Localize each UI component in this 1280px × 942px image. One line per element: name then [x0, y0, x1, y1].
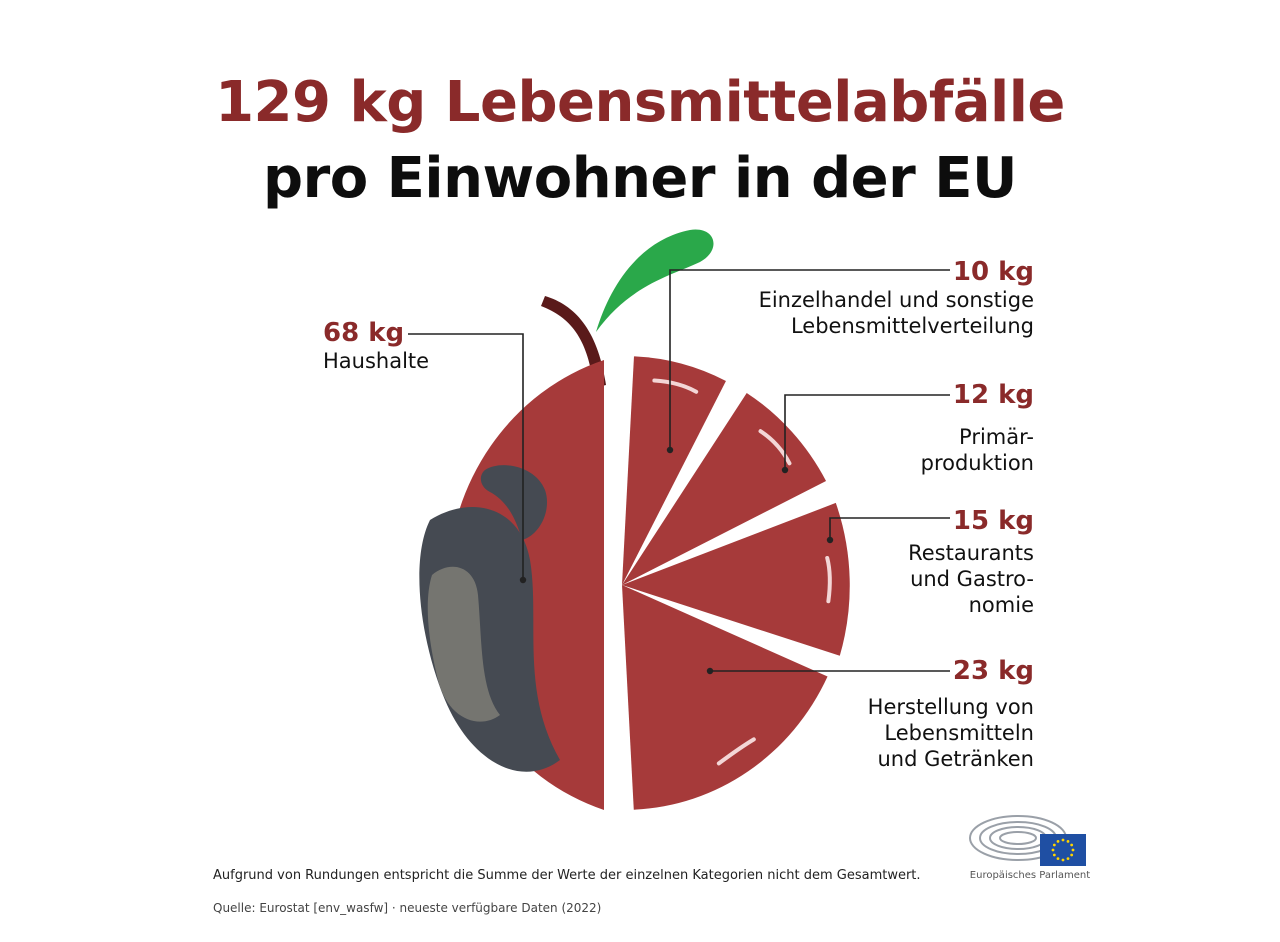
- leader-line: [408, 333, 524, 580]
- value-label: 68 kg: [323, 318, 405, 348]
- eu-star-icon: [1071, 848, 1075, 852]
- eu-star-icon: [1061, 838, 1065, 842]
- value-label: 23 kg: [952, 656, 1034, 686]
- leader-line: [669, 269, 950, 450]
- footnote: Aufgrund von Rundungen entspricht die Su…: [213, 868, 921, 883]
- eu-star-icon: [1051, 848, 1055, 852]
- apple-leaf: [596, 229, 714, 332]
- leader-dot: [666, 446, 674, 454]
- title-line-2: pro Einwohner in der EU: [263, 146, 1018, 211]
- value-label: 15 kg: [952, 506, 1034, 536]
- logo-text: Europäisches Parlament: [969, 870, 1091, 881]
- category-label: Primär- produktion: [920, 425, 1034, 475]
- label-primaerproduktion: 12 kg Primär- produktion: [921, 380, 1034, 476]
- leader-dot: [519, 576, 527, 584]
- category-label: Herstellung von Lebensmitteln und Geträn…: [867, 695, 1034, 771]
- eu-star-icon: [1052, 843, 1056, 847]
- eu-star-icon: [1070, 853, 1074, 857]
- title-line-1: 129 kg Lebensmittelabfälle: [215, 70, 1065, 135]
- apple-slices: [419, 356, 850, 810]
- leader-lines: [408, 269, 950, 675]
- apple-highlight: [716, 737, 756, 766]
- eu-star-icon: [1066, 839, 1070, 843]
- value-label: 12 kg: [952, 380, 1034, 410]
- apple-highlight: [758, 429, 792, 466]
- category-label: Restaurants und Gastro- nomie: [908, 541, 1034, 617]
- leader-dot: [826, 536, 834, 544]
- apple-slice: [622, 502, 850, 656]
- eu-star-icon: [1052, 853, 1056, 857]
- eu-star-icon: [1056, 839, 1060, 843]
- label-einzelhandel: 10 kg Einzelhandel und sonstige Lebensmi…: [759, 257, 1034, 339]
- leader-dot: [781, 466, 789, 474]
- rot-spot-light: [427, 566, 500, 722]
- value-label: 10 kg: [952, 257, 1034, 287]
- apple-highlight: [825, 555, 832, 604]
- eu-star-icon: [1061, 858, 1065, 862]
- rot-spot-small: [480, 465, 548, 540]
- apple-highlight: [652, 378, 699, 394]
- category-label: Haushalte: [323, 349, 430, 373]
- label-restaurants: 15 kg Restaurants und Gastro- nomie: [908, 506, 1034, 618]
- label-haushalte: 68 kg Haushalte: [323, 318, 429, 374]
- leader-dot: [706, 667, 714, 675]
- eu-star-icon: [1056, 857, 1060, 861]
- eu-star-icon: [1070, 843, 1074, 847]
- label-herstellung: 23 kg Herstellung von Lebensmitteln und …: [868, 656, 1034, 772]
- leader-line: [784, 394, 950, 470]
- category-label: Einzelhandel und sonstige Lebensmittelve…: [758, 288, 1034, 338]
- eu-star-icon: [1066, 857, 1070, 861]
- leader-line: [829, 517, 950, 540]
- european-parliament-logo: [969, 815, 1086, 866]
- apple-slice: [622, 356, 726, 585]
- apple-slice: [622, 585, 828, 810]
- source-note: Quelle: Eurostat [env_wasfw] · neueste v…: [213, 901, 602, 915]
